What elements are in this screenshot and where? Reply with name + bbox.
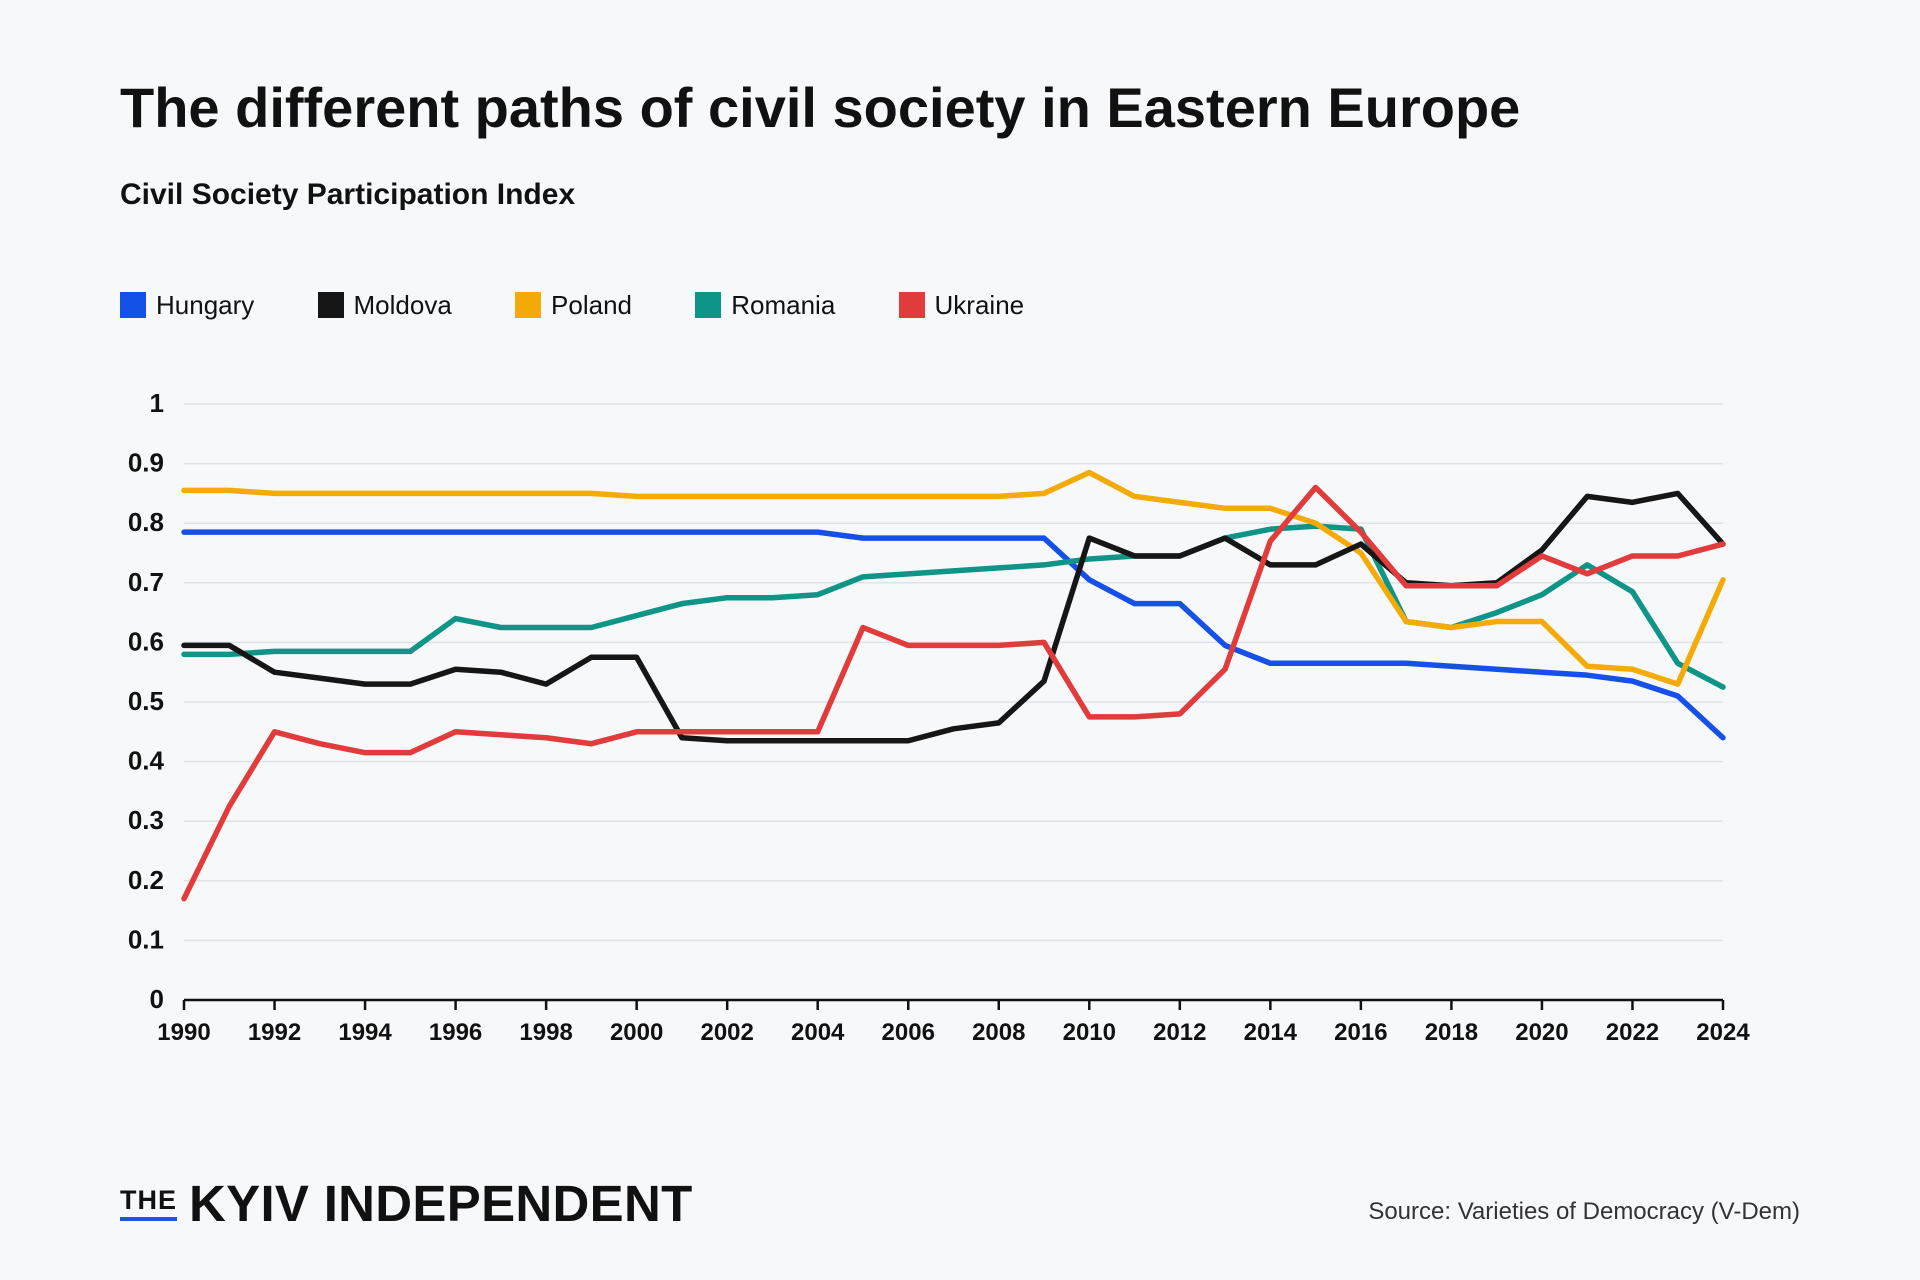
svg-text:0.9: 0.9 [128,448,164,478]
svg-text:2010: 2010 [1063,1019,1116,1046]
svg-text:0.3: 0.3 [128,805,164,835]
svg-text:2006: 2006 [882,1019,935,1046]
svg-text:1: 1 [150,390,164,418]
svg-text:1996: 1996 [429,1019,482,1046]
svg-text:2022: 2022 [1606,1019,1659,1046]
svg-text:0.5: 0.5 [128,686,164,716]
svg-text:1990: 1990 [157,1019,210,1046]
svg-text:0.8: 0.8 [128,507,164,537]
svg-text:2018: 2018 [1425,1019,1478,1046]
svg-text:0.2: 0.2 [128,865,164,895]
svg-text:0.7: 0.7 [128,567,164,597]
svg-text:2008: 2008 [972,1019,1025,1046]
svg-text:2002: 2002 [700,1019,753,1046]
svg-text:2014: 2014 [1244,1019,1298,1046]
svg-text:0: 0 [150,984,164,1014]
svg-text:2000: 2000 [610,1019,663,1046]
svg-text:1998: 1998 [519,1019,572,1046]
svg-text:0.4: 0.4 [128,746,165,776]
svg-text:2012: 2012 [1153,1019,1206,1046]
svg-text:1994: 1994 [338,1019,392,1046]
svg-text:0.1: 0.1 [128,924,164,954]
svg-text:2016: 2016 [1334,1019,1387,1046]
svg-text:2004: 2004 [791,1019,845,1046]
svg-text:2024: 2024 [1696,1019,1750,1046]
svg-text:0.6: 0.6 [128,626,164,656]
svg-text:1992: 1992 [248,1019,301,1046]
svg-text:2020: 2020 [1515,1019,1568,1046]
